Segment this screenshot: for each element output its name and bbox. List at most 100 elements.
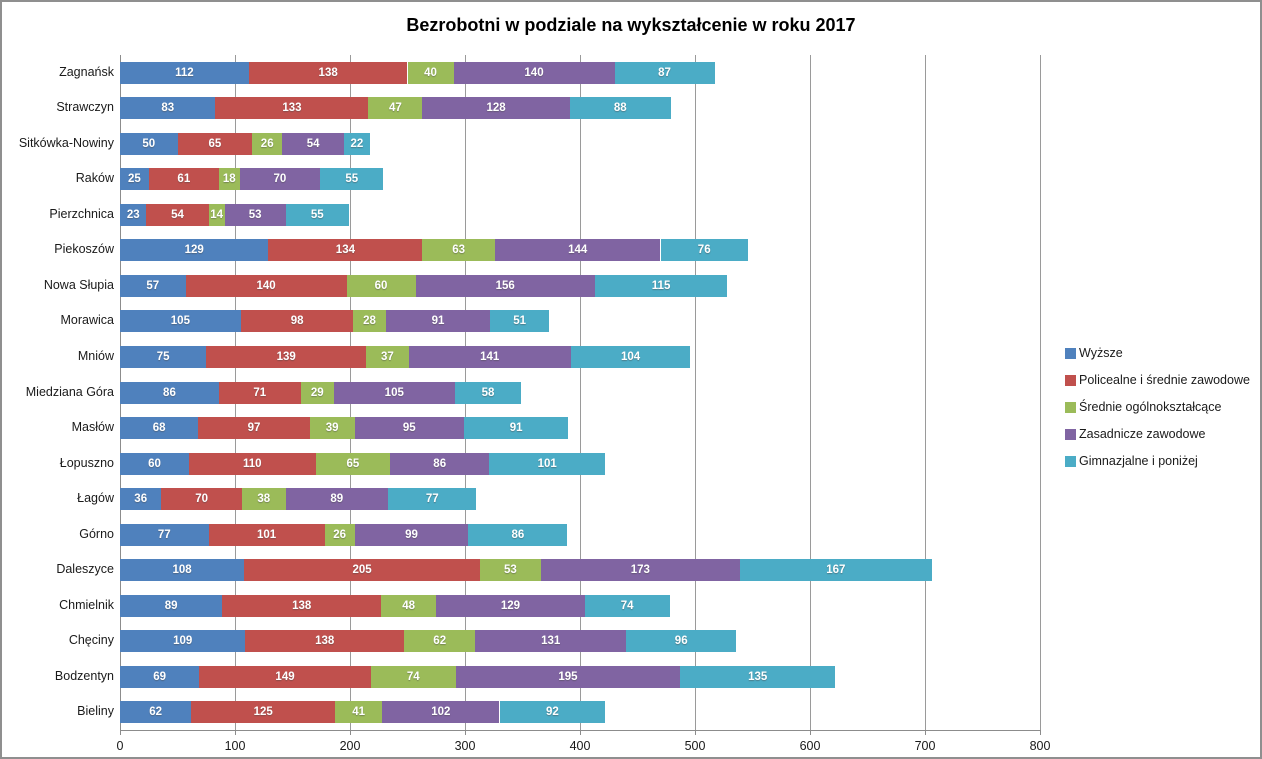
bar-value-label: 54 [171, 208, 184, 221]
bar-segment: 26 [252, 132, 283, 155]
bar-value-label: 65 [208, 137, 222, 150]
category-label: Piekoszów [54, 242, 114, 257]
category-label: Miedziana Góra [25, 384, 114, 399]
legend-item: Średnie ogólnokształcące [1065, 400, 1250, 414]
bar-segment: 60 [346, 274, 416, 297]
x-axis-tick [695, 730, 696, 735]
bar-segment: 140 [185, 274, 347, 297]
bar-segment: 61 [148, 168, 219, 191]
bar-segment: 40 [407, 61, 454, 84]
bar-value-label: 71 [253, 386, 267, 399]
bar-value-label: 60 [374, 279, 388, 292]
bar-segment: 62 [404, 630, 476, 653]
bar-value-label: 74 [620, 599, 634, 612]
bar-segment: 74 [370, 665, 456, 688]
bar-value-label: 70 [195, 493, 209, 506]
x-tick-label: 400 [569, 739, 591, 753]
bar-segment: 77 [387, 488, 477, 511]
bar-value-label: 25 [127, 173, 141, 186]
x-axis-tick [120, 730, 121, 735]
bar-segment: 86 [390, 452, 490, 475]
legend-item: Zasadnicze zawodowe [1065, 427, 1250, 441]
category-label: Łagów [77, 491, 114, 506]
bar-segment: 60 [120, 452, 189, 475]
bar-segment: 144 [494, 239, 661, 262]
bar-value-label: 173 [630, 564, 650, 577]
bar-segment: 23 [120, 203, 147, 226]
bar-value-label: 48 [402, 599, 416, 612]
legend-swatch [1065, 374, 1076, 386]
bar-value-label: 149 [275, 670, 295, 683]
bar-segment: 53 [479, 559, 541, 582]
category-label: Bodzentyn [54, 668, 114, 683]
bar-segment: 54 [282, 132, 345, 155]
bar-value-label: 22 [350, 137, 364, 150]
category-label: Sitkówka-Nowiny [18, 135, 114, 150]
bar-value-label: 26 [333, 528, 347, 541]
bar-segment: 131 [475, 630, 626, 653]
bar-value-label: 83 [161, 102, 175, 115]
bar-segment: 101 [208, 523, 325, 546]
bar-value-label: 57 [146, 279, 160, 292]
bar-value-label: 89 [330, 493, 344, 506]
x-axis-tick [810, 730, 811, 735]
bar-value-label: 58 [481, 386, 495, 399]
category-label: Bieliny [77, 704, 114, 719]
category-label: Daleszyce [56, 562, 114, 577]
bar-segment: 139 [206, 345, 367, 368]
bar-value-label: 128 [486, 102, 506, 115]
bar-segment: 102 [382, 701, 500, 724]
bar-segment: 50 [120, 132, 178, 155]
bar-segment: 70 [239, 168, 321, 191]
bar-value-label: 60 [148, 457, 161, 470]
bar-segment: 54 [146, 203, 209, 226]
bar-segment: 55 [320, 168, 384, 191]
bar-segment: 88 [569, 97, 671, 120]
bar-segment: 29 [300, 381, 334, 404]
bar-value-label: 167 [826, 564, 846, 577]
bar-segment: 55 [285, 203, 349, 226]
bar-value-label: 96 [674, 635, 688, 648]
bar-segment: 14 [208, 203, 225, 226]
bar-segment: 74 [584, 594, 670, 617]
category-label: Chmielnik [59, 597, 114, 612]
legend-swatch [1065, 401, 1076, 413]
bar-value-label: 62 [433, 635, 447, 648]
bar-segment: 22 [344, 132, 370, 155]
bar-segment: 25 [120, 168, 149, 191]
bar-segment: 108 [120, 559, 245, 582]
category-label: Górno [79, 526, 114, 541]
bar-segment: 138 [248, 61, 408, 84]
bar-value-label: 41 [352, 706, 366, 719]
category-label: Mniów [77, 348, 114, 363]
bar-value-label: 156 [495, 279, 515, 292]
category-label: Nowa Słupia [43, 277, 114, 292]
x-axis-tick [925, 730, 926, 735]
legend-swatch [1065, 428, 1076, 440]
x-tick-label: 700 [914, 739, 936, 753]
bar-value-label: 112 [175, 66, 194, 79]
bar-value-label: 86 [163, 386, 176, 399]
legend-item: Gimnazjalne i poniżej [1065, 454, 1250, 468]
bar-value-label: 76 [697, 244, 711, 257]
bar-value-label: 205 [352, 564, 372, 577]
bar-value-label: 138 [292, 599, 312, 612]
bar-segment: 86 [468, 523, 568, 546]
bar-segment: 37 [366, 345, 409, 368]
legend-label: Policealne i średnie zawodowe [1079, 373, 1250, 387]
bar-value-label: 144 [568, 244, 588, 257]
bar-value-label: 133 [282, 102, 302, 115]
bar-value-label: 55 [310, 208, 324, 221]
bar-value-label: 115 [651, 279, 671, 292]
x-tick-label: 0 [116, 739, 124, 753]
chart-title: Bezrobotni w podziale na wykształcenie w… [406, 15, 856, 35]
bar-segment: 133 [215, 97, 369, 120]
bar-value-label: 89 [164, 599, 178, 612]
bar-value-label: 125 [253, 706, 273, 719]
legend-label: Gimnazjalne i poniżej [1079, 454, 1198, 468]
bar-value-label: 134 [335, 244, 355, 257]
bar-value-label: 53 [248, 208, 262, 221]
gridline-400 [580, 55, 581, 730]
bar-value-label: 105 [384, 386, 404, 399]
